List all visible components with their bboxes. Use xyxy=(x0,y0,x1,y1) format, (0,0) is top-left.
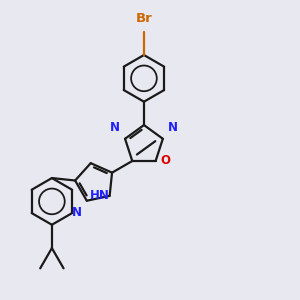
Text: N: N xyxy=(168,121,178,134)
Text: HN: HN xyxy=(90,189,110,203)
Text: O: O xyxy=(160,154,171,167)
Text: N: N xyxy=(72,206,82,219)
Text: Br: Br xyxy=(136,12,152,25)
Text: N: N xyxy=(110,121,120,134)
